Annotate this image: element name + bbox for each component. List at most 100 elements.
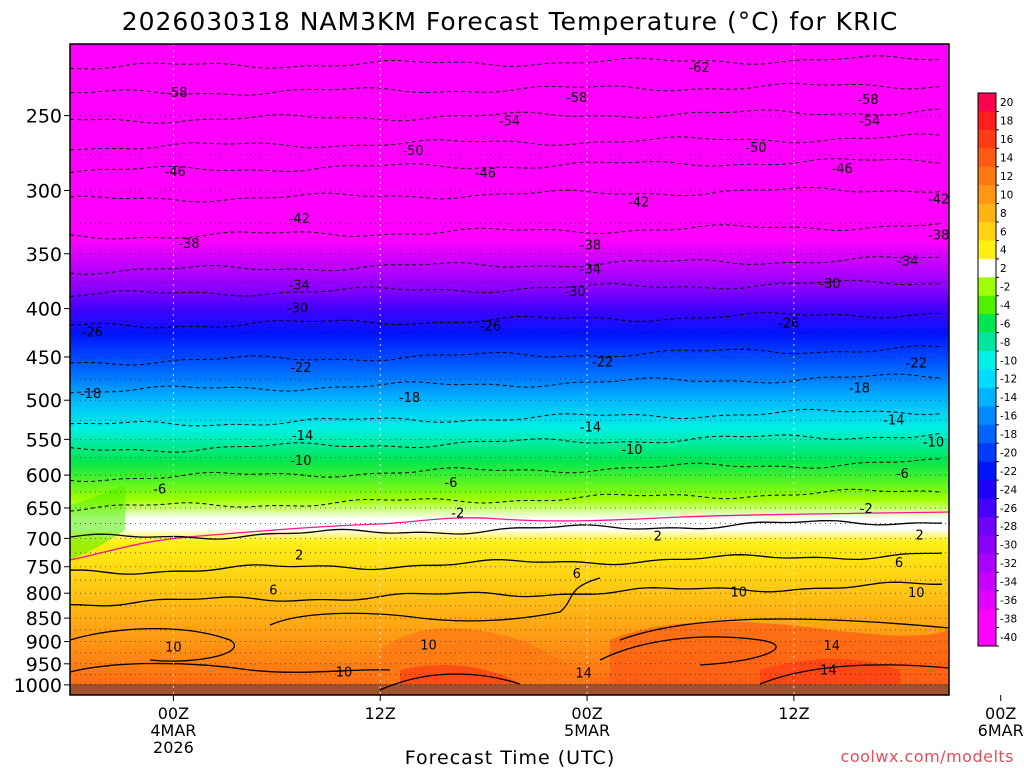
contour-label: -22 xyxy=(592,356,613,371)
contour-label: -46 xyxy=(165,165,186,180)
colorbar-label: -16 xyxy=(1000,411,1017,423)
contour-line xyxy=(70,581,943,607)
contour-labels: -62-58 -58 -58-54 -54-50 -50-46 -46 -46-42-42-… xyxy=(80,61,949,682)
contour-label: -18 xyxy=(80,387,101,402)
contour-label: -38 xyxy=(178,237,199,252)
contour-label: 10 xyxy=(908,586,925,601)
colorbar-swatch xyxy=(978,93,996,112)
colorbar-label: 18 xyxy=(1000,116,1013,128)
contour-label: -6 xyxy=(444,476,457,491)
contour-line xyxy=(70,55,943,70)
colorbar-swatch xyxy=(978,166,996,186)
contour-line xyxy=(70,279,942,297)
colorbar-swatch xyxy=(978,590,996,610)
contour-label: -2 xyxy=(860,502,873,517)
colorbar-label: -18 xyxy=(1000,429,1017,441)
colorbar-swatch xyxy=(978,424,996,444)
surface-ground xyxy=(70,684,949,695)
contour-label: -6 xyxy=(896,467,909,482)
contour-label: -50 xyxy=(745,141,766,156)
contour-line xyxy=(70,373,943,394)
contour-line xyxy=(70,133,943,151)
colorbar-label: -30 xyxy=(1000,540,1017,552)
freezing-line xyxy=(70,511,949,561)
grid-lines xyxy=(70,44,949,695)
contour-line xyxy=(70,82,943,96)
colorbar-swatch xyxy=(978,498,996,518)
contour-label: -26 xyxy=(480,320,501,335)
colorbar-swatch xyxy=(978,627,996,647)
contour-label: -46 xyxy=(832,162,853,177)
colorbar-label: -12 xyxy=(1000,374,1017,386)
contour-label: -38 xyxy=(928,229,949,244)
contour-label: -30 xyxy=(819,277,840,292)
contour-label: -10 xyxy=(290,454,311,469)
contour-line xyxy=(379,673,521,691)
contour-line xyxy=(759,664,949,685)
contour-line xyxy=(619,618,949,641)
colorbar-swatch xyxy=(978,351,996,370)
colorbar-label: -38 xyxy=(1000,613,1017,625)
contour-label: 6 xyxy=(269,584,277,599)
y-tick-label: 800 xyxy=(26,583,62,605)
contour-label: -34 xyxy=(289,278,310,293)
colorbar-label: -14 xyxy=(1000,392,1017,404)
contour-label: 2 xyxy=(295,549,303,564)
colorbar-label: 8 xyxy=(1000,208,1007,220)
colorbar-swatch xyxy=(978,185,996,205)
y-tick-label: 700 xyxy=(26,528,62,550)
colorbar-swatch xyxy=(978,295,996,315)
y-tick-label: 1000 xyxy=(14,675,62,697)
contour-label: -14 xyxy=(292,429,313,444)
colorbar-label: -2 xyxy=(1000,282,1010,294)
y-tick-label: 300 xyxy=(26,180,62,202)
green-notch-left xyxy=(70,485,125,560)
contour-line xyxy=(599,636,777,666)
contour-label: -58 xyxy=(166,86,187,101)
colorbar-label: -40 xyxy=(1000,632,1017,644)
y-tick-label: 500 xyxy=(26,390,62,412)
colorbar-swatch xyxy=(978,314,996,334)
x-tick-label: 12Z xyxy=(778,704,809,723)
colorbar-swatch xyxy=(978,553,996,573)
contour-line xyxy=(70,158,943,174)
contour-label: -50 xyxy=(402,144,423,159)
contour-line xyxy=(70,108,943,124)
colorbar-swatch xyxy=(978,443,996,463)
colorbar-label: 16 xyxy=(1000,134,1014,146)
colorbar-label: -24 xyxy=(1000,484,1017,496)
contour-line xyxy=(70,311,943,329)
colorbar: 20 18 16 14 12 10 8 6 4 2 -2 -4 -6 -8 -10 -12 -14 -16 -18 -… xyxy=(977,92,1017,647)
x-tick-label: 00Z xyxy=(158,704,189,723)
colorbar-label: 14 xyxy=(1000,153,1014,165)
contour-line xyxy=(70,519,943,540)
colorbar-swatch xyxy=(978,258,996,278)
x-axis-label: Forecast Time (UTC) xyxy=(405,747,615,768)
colorbar-label: 20 xyxy=(1000,97,1013,109)
contour-label: -10 xyxy=(923,436,944,451)
contour-line xyxy=(70,222,943,240)
x-tick-label: 2026 xyxy=(153,738,194,757)
colorbar-label: 6 xyxy=(1000,226,1007,238)
x-tick-label: 6MAR xyxy=(978,721,1024,740)
contour-label: -42 xyxy=(628,195,649,210)
colorbar-swatch xyxy=(978,148,996,168)
contour-line xyxy=(70,662,391,673)
y-tick-label: 650 xyxy=(26,498,62,520)
contour-label: -22 xyxy=(290,361,311,376)
x-tick-label: 12Z xyxy=(365,704,396,723)
contour-label: -42 xyxy=(289,212,310,227)
colorbar-swatch xyxy=(978,277,996,297)
colorbar-swatch xyxy=(978,406,996,426)
contour-label: 2 xyxy=(916,528,924,543)
colorbar-swatch xyxy=(978,387,996,407)
contour-label: 10 xyxy=(165,641,182,656)
colorbar-swatch xyxy=(978,111,996,131)
colorbar-label: -32 xyxy=(1000,558,1017,570)
contour-label: -54 xyxy=(859,114,880,129)
contour-label: -34 xyxy=(580,263,601,278)
y-tick-label: 250 xyxy=(26,106,62,128)
colorbar-label: -4 xyxy=(1000,300,1011,312)
